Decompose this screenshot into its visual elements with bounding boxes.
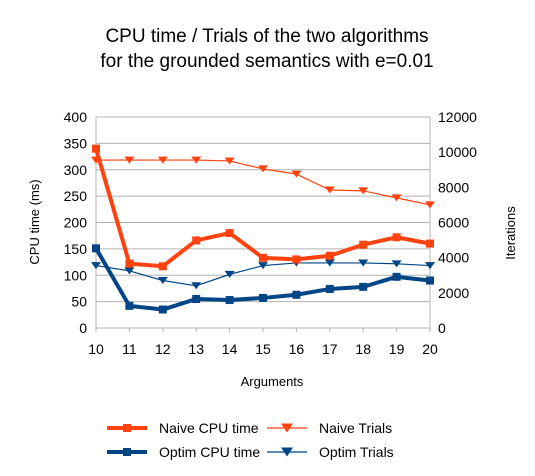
point-naive-cpu-time-14 — [225, 229, 234, 238]
y-right-tick-labels: 0 2000 4000 6000 8000 10000 12000 — [438, 109, 477, 336]
y-left-tick-50: 50 — [71, 294, 87, 310]
legend-swatch-marker — [281, 447, 293, 457]
point-optim-trials-19 — [391, 260, 402, 268]
point-naive-trials-16 — [291, 170, 302, 178]
point-naive-cpu-time-19 — [392, 233, 401, 242]
point-optim-cpu-time-13 — [192, 294, 201, 303]
point-optim-trials-15 — [258, 262, 268, 270]
point-naive-trials-17 — [324, 186, 335, 194]
point-optim-cpu-time-14 — [225, 296, 234, 305]
point-naive-cpu-time-11 — [125, 259, 134, 268]
x-tick-11: 11 — [122, 341, 137, 357]
y-left-axis-title: CPU time (ms) — [27, 179, 42, 264]
point-optim-trials-12 — [157, 277, 168, 285]
point-optim-trials-13 — [191, 282, 202, 290]
chart-title-line-1: CPU time / Trials of the two algorithms — [105, 26, 428, 47]
series-naive-cpu-time — [92, 144, 434, 271]
point-naive-trials-11 — [124, 156, 135, 164]
point-optim-cpu-time-17 — [325, 284, 334, 293]
legend-label: Optim CPU time — [159, 444, 260, 460]
point-naive-trials-13 — [191, 156, 202, 164]
x-tick-13: 13 — [188, 341, 204, 357]
y-right-tick-0: 0 — [438, 320, 446, 336]
point-naive-trials-12 — [157, 156, 168, 164]
y-right-tick-2000: 2000 — [438, 285, 469, 301]
x-tick-19: 19 — [389, 341, 405, 357]
point-optim-trials-17 — [324, 259, 335, 267]
point-optim-cpu-time-18 — [359, 282, 368, 291]
y-left-tick-200: 200 — [64, 215, 88, 231]
point-naive-cpu-time-16 — [292, 255, 301, 264]
y-right-tick-8000: 8000 — [438, 179, 469, 195]
chart-title-line-2: for the grounded semantics with e=0.01 — [100, 51, 433, 72]
point-naive-trials-15 — [258, 165, 268, 173]
y-left-tick-labels: 0 50 100 150 200 250 300 350 400 — [64, 109, 88, 336]
series-naive-trials — [91, 156, 435, 209]
legend-swatch-marker — [123, 448, 131, 456]
point-naive-cpu-time-10 — [92, 144, 100, 153]
x-tick-15: 15 — [255, 341, 271, 357]
y-right-tick-10000: 10000 — [438, 144, 477, 160]
x-tick-labels: 10 11 12 13 14 15 16 17 18 19 20 — [88, 341, 438, 357]
point-optim-trials-10 — [91, 262, 101, 270]
legend-item-naive-cpu-time: Naive CPU time — [107, 420, 259, 436]
series-optim-cpu-time — [92, 244, 434, 314]
point-naive-cpu-time-17 — [325, 251, 334, 260]
point-naive-cpu-time-12 — [158, 262, 167, 271]
point-naive-cpu-time-20 — [426, 239, 434, 248]
point-naive-cpu-time-15 — [259, 253, 267, 262]
legend: Naive CPU time Naive Trials Optim CPU time… — [107, 420, 394, 460]
y-left-tick-300: 300 — [64, 162, 88, 178]
y-left-tick-0: 0 — [79, 320, 87, 336]
y-left-tick-150: 150 — [64, 241, 88, 257]
point-naive-trials-18 — [358, 187, 369, 195]
y-right-axis-title: Iterations — [503, 206, 518, 260]
x-axis-title: Arguments — [241, 374, 304, 389]
point-optim-cpu-time-19 — [392, 272, 401, 281]
series-layer — [91, 144, 435, 314]
point-optim-cpu-time-12 — [158, 305, 167, 314]
x-tick-16: 16 — [289, 341, 305, 357]
y-left-tick-400: 400 — [64, 109, 88, 125]
x-tick-12: 12 — [155, 341, 171, 357]
y-left-tick-100: 100 — [64, 267, 88, 283]
x-tick-20: 20 — [422, 341, 438, 357]
y-right-tick-12000: 12000 — [438, 109, 477, 125]
point-optim-cpu-time-16 — [292, 290, 301, 299]
point-naive-trials-14 — [224, 157, 235, 165]
point-naive-trials-19 — [391, 194, 402, 202]
point-optim-cpu-time-11 — [125, 301, 134, 310]
point-optim-trials-18 — [358, 259, 369, 267]
legend-label: Optim Trials — [319, 444, 394, 460]
point-naive-cpu-time-18 — [359, 240, 368, 249]
legend-item-optim-cpu-time: Optim CPU time — [107, 444, 260, 460]
point-naive-trials-20 — [425, 201, 435, 209]
point-optim-trials-20 — [425, 262, 435, 270]
point-optim-trials-14 — [224, 270, 235, 278]
legend-label: Naive CPU time — [159, 420, 259, 436]
legend-item-naive-trials: Naive Trials — [267, 420, 392, 436]
x-tick-17: 17 — [322, 341, 338, 357]
x-tick-10: 10 — [88, 341, 104, 357]
legend-item-optim-trials: Optim Trials — [267, 444, 394, 460]
point-optim-cpu-time-20 — [426, 276, 434, 285]
point-naive-cpu-time-13 — [192, 236, 201, 245]
y-left-tick-250: 250 — [64, 188, 88, 204]
point-optim-trials-11 — [124, 267, 135, 275]
y-right-tick-4000: 4000 — [438, 250, 469, 266]
x-tick-14: 14 — [222, 341, 238, 357]
point-optim-cpu-time-15 — [259, 293, 267, 302]
legend-label: Naive Trials — [319, 420, 392, 436]
grid — [95, 116, 431, 332]
y-left-tick-350: 350 — [64, 135, 88, 151]
legend-swatch-marker — [281, 423, 293, 433]
y-right-tick-6000: 6000 — [438, 215, 469, 231]
point-optim-cpu-time-10 — [92, 244, 100, 253]
legend-swatch-marker — [123, 424, 131, 432]
x-tick-18: 18 — [355, 341, 371, 357]
